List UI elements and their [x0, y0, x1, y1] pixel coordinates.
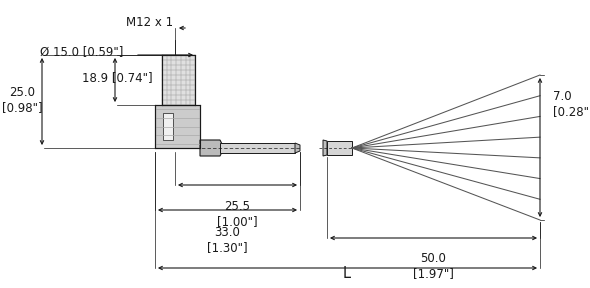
Text: Ø 15.0 [0.59"]: Ø 15.0 [0.59"]	[40, 46, 123, 58]
Text: 25.5
[1.00"]: 25.5 [1.00"]	[217, 200, 257, 228]
Text: 18.9 [0.74"]: 18.9 [0.74"]	[82, 71, 153, 84]
Bar	[163, 113, 173, 140]
Text: M12 x 1: M12 x 1	[126, 16, 173, 29]
Text: 50.0
[1.97"]: 50.0 [1.97"]	[412, 252, 454, 280]
Bar	[155, 105, 200, 148]
Bar	[327, 141, 352, 155]
Text: 7.0
[0.28"]: 7.0 [0.28"]	[553, 90, 590, 118]
Bar	[162, 55, 195, 105]
Text: 25.0
[0.98"]: 25.0 [0.98"]	[2, 86, 42, 114]
Polygon shape	[323, 140, 327, 156]
Text: L: L	[343, 266, 351, 281]
Polygon shape	[200, 140, 224, 156]
Polygon shape	[295, 143, 300, 153]
Text: 33.0
[1.30"]: 33.0 [1.30"]	[206, 226, 247, 254]
Bar	[220, 143, 295, 153]
